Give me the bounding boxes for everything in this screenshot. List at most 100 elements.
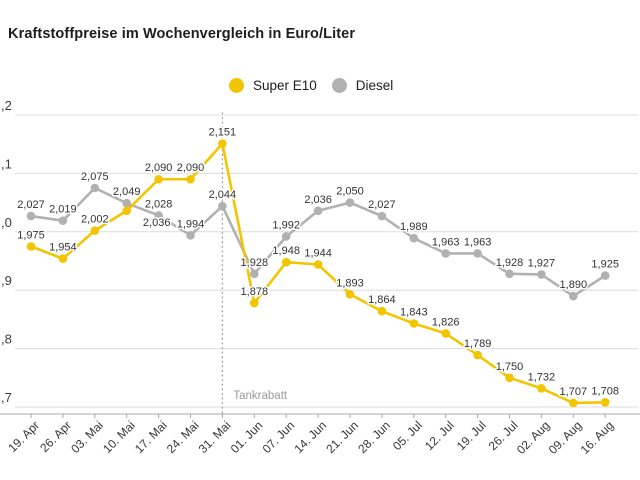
data-point-super-e10 [505, 373, 514, 383]
x-axis-date-label: 01. Jun [228, 418, 266, 456]
data-point-label-super-e10: 2,151 [209, 127, 237, 139]
data-point-label-super-e10: 1,732 [528, 371, 556, 383]
data-point-super-e10 [26, 242, 36, 251]
data-point-super-e10 [218, 139, 227, 148]
y-axis-tick-label: ,9 [1, 273, 12, 288]
x-axis-date-label: 24. Mai [164, 418, 202, 456]
data-point-label-diesel: 1,963 [432, 236, 460, 248]
data-point-label-super-e10: 1,707 [560, 386, 588, 398]
data-point-label-diesel: 1,963 [464, 236, 492, 248]
data-point-label-super-e10: 1,708 [591, 385, 619, 397]
x-axis-date-label: 12. Jul [422, 418, 457, 453]
data-point-super-e10 [441, 329, 451, 338]
legend-label-diesel: Diesel [355, 78, 394, 93]
y-axis-tick-label: ,2 [1, 98, 12, 113]
legend-swatch-icon-super-e10 [229, 78, 244, 93]
data-point-label-super-e10: 2,036 [143, 217, 171, 229]
chart-title: Kraftstoffpreise im Wochenvergleich in E… [8, 26, 356, 42]
data-point-super-e10 [281, 257, 291, 267]
data-point-super-e10 [313, 260, 323, 269]
data-point-diesel [569, 291, 578, 301]
data-point-label-super-e10: 1,948 [272, 245, 300, 257]
data-point-super-e10 [600, 398, 610, 407]
legend-item-super-e10: Super E10 [229, 78, 317, 93]
data-point-label-diesel: 2,028 [145, 198, 173, 210]
data-point-label-diesel: 1,989 [400, 221, 428, 233]
data-point-label-diesel: 2,075 [81, 171, 109, 183]
data-point-super-e10 [58, 254, 68, 263]
x-axis-date-label: 16. Aug [578, 418, 617, 457]
data-point-super-e10 [90, 226, 100, 235]
data-point-diesel [600, 271, 610, 280]
data-point-diesel [26, 211, 36, 221]
data-point-diesel [58, 216, 68, 226]
x-axis-date-label: 19. Jul [454, 418, 489, 453]
x-axis-date-label: 19. Apr [5, 418, 42, 455]
data-point-label-super-e10: 1,878 [241, 286, 269, 298]
data-point-super-e10 [186, 174, 195, 184]
x-axis-date-label: 17. Mai [132, 418, 170, 456]
data-point-label-super-e10: 1,826 [432, 316, 460, 328]
data-point-diesel [186, 231, 195, 240]
data-point-diesel [505, 269, 514, 279]
data-point-super-e10 [537, 384, 546, 393]
data-point-diesel [122, 198, 131, 208]
data-point-label-diesel: 1,994 [177, 218, 205, 230]
data-point-label-diesel: 1,992 [272, 219, 300, 231]
data-point-diesel [218, 201, 227, 211]
data-point-label-diesel: 2,019 [49, 204, 77, 216]
data-point-super-e10 [250, 298, 259, 308]
data-point-label-diesel: 2,027 [368, 199, 396, 211]
data-point-label-diesel: 1,925 [591, 259, 619, 271]
data-point-super-e10 [569, 398, 578, 408]
data-point-diesel [441, 249, 451, 258]
x-axis-date-label: 26. Apr [37, 418, 74, 455]
data-point-diesel [537, 270, 546, 279]
data-point-super-e10 [122, 206, 131, 216]
legend-item-diesel: Diesel [331, 78, 394, 93]
x-axis-date-label: 05. Jul [390, 418, 425, 453]
data-point-diesel [313, 206, 323, 216]
data-point-diesel [250, 269, 259, 279]
x-axis-date-label: 31. Mai [196, 418, 234, 456]
data-point-diesel [409, 233, 419, 243]
data-point-diesel [90, 183, 100, 193]
data-point-super-e10 [409, 319, 419, 328]
data-point-label-super-e10: 1,789 [464, 338, 492, 350]
data-point-label-diesel: 1,890 [560, 279, 588, 291]
data-point-label-diesel: 2,050 [336, 186, 364, 198]
legend-label-super-e10: Super E10 [253, 78, 317, 93]
data-point-label-super-e10: 2,090 [177, 162, 205, 174]
data-point-label-super-e10: 1,975 [17, 229, 45, 241]
data-point-label-super-e10: 2,002 [81, 214, 109, 226]
data-point-label-diesel: 2,027 [17, 199, 45, 211]
data-point-label-super-e10: 2,090 [145, 162, 173, 174]
annotation-tankrabatt-label: Tankrabatt [233, 390, 288, 402]
data-point-diesel [377, 211, 387, 221]
data-point-label-diesel: 1,928 [496, 257, 524, 269]
data-point-label-super-e10: 1,750 [496, 361, 524, 373]
x-axis-date-label: 28. Jun [355, 418, 393, 456]
x-axis-date-label: 02. Aug [514, 418, 553, 457]
data-point-diesel [345, 198, 355, 207]
x-axis-date-label: 09. Aug [546, 418, 585, 457]
data-point-super-e10 [154, 174, 163, 184]
data-point-label-super-e10: 1,954 [49, 242, 77, 254]
data-point-label-diesel: 2,036 [304, 194, 332, 206]
data-point-label-super-e10: 1,864 [368, 294, 396, 306]
data-point-diesel [154, 211, 163, 220]
data-point-label-diesel: 2,044 [209, 189, 237, 201]
chart-legend: Super E10 Diesel [229, 78, 393, 93]
data-point-label-super-e10: 1,944 [304, 248, 332, 260]
x-axis-date-label: 07. Jun [260, 418, 298, 456]
y-axis-tick-label: ,8 [1, 332, 12, 347]
legend-swatch-icon-diesel [331, 78, 347, 93]
data-point-super-e10 [377, 306, 387, 316]
data-point-label-super-e10: 1,843 [400, 306, 428, 318]
data-point-label-diesel: 2,049 [113, 186, 141, 198]
x-axis-date-label: 21. Jun [323, 418, 361, 456]
data-point-diesel [473, 249, 482, 258]
y-axis-tick-label: ,0 [1, 215, 12, 230]
